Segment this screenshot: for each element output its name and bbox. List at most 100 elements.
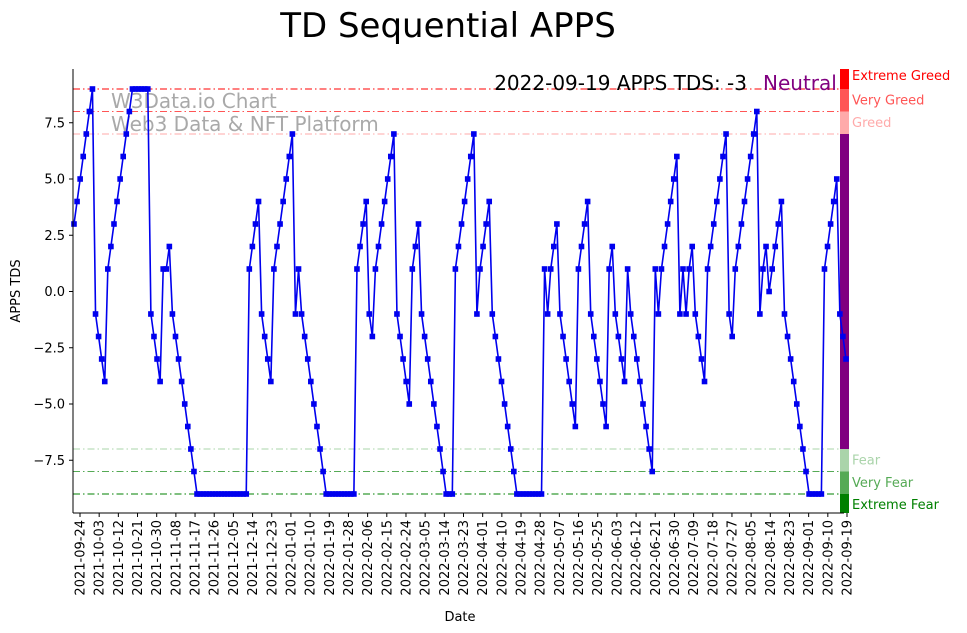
- data-point: [504, 423, 511, 430]
- data-point: [698, 356, 705, 362]
- data-point: [268, 378, 274, 385]
- x-tick-label: 2021-10-21: [131, 520, 146, 596]
- data-point: [809, 491, 815, 497]
- data-point: [523, 491, 529, 497]
- data-point: [311, 401, 317, 407]
- series-layer: [71, 86, 849, 497]
- data-point: [317, 446, 323, 452]
- x-tick-label: 2022-04-01: [476, 520, 491, 596]
- x-tick-label: 2022-06-21: [649, 520, 664, 596]
- data-point: [612, 311, 619, 317]
- data-point: [624, 266, 631, 272]
- data-point: [812, 491, 819, 497]
- data-point: [357, 243, 363, 250]
- data-point: [461, 198, 468, 205]
- data-point: [707, 243, 714, 250]
- data-point: [646, 446, 652, 452]
- data-point: [680, 266, 686, 272]
- data-point: [372, 266, 379, 272]
- data-point: [815, 491, 822, 497]
- data-point: [692, 311, 699, 317]
- x-tick-label: 2022-06-12: [630, 520, 645, 596]
- data-point: [418, 311, 425, 317]
- data-point: [212, 491, 219, 497]
- data-point: [255, 198, 262, 205]
- data-point: [686, 266, 692, 272]
- data-point: [271, 266, 277, 272]
- data-point: [218, 491, 225, 497]
- data-point: [664, 221, 671, 227]
- data-point: [92, 311, 99, 317]
- data-point: [449, 491, 456, 497]
- data-point: [292, 311, 299, 317]
- data-point: [397, 333, 403, 340]
- data-point: [117, 176, 123, 182]
- data-point: [274, 243, 280, 250]
- data-point: [228, 491, 234, 497]
- data-point: [720, 153, 726, 160]
- band-extreme-greed: [840, 69, 849, 89]
- data-point: [286, 153, 293, 160]
- data-point: [403, 378, 409, 385]
- data-point: [277, 221, 283, 227]
- data-point: [197, 491, 203, 497]
- x-tick-label: 2021-12-14: [246, 520, 261, 596]
- data-point: [600, 401, 606, 407]
- data-point: [234, 491, 240, 497]
- x-tick-label: 2022-06-03: [610, 520, 625, 596]
- data-point: [566, 378, 572, 385]
- data-point: [409, 266, 416, 272]
- data-point: [326, 491, 333, 497]
- x-tick-label: 2022-05-16: [572, 520, 587, 596]
- data-point: [446, 491, 453, 497]
- data-point: [148, 311, 154, 317]
- data-point: [572, 423, 579, 430]
- watermark-line-2: Web3 Data & NFT Platform: [111, 112, 379, 136]
- data-point: [563, 356, 569, 362]
- data-point: [640, 401, 646, 407]
- y-axis-ticks: 7.5 5.0 2.5 0.0 −2.5 −5.0 −7.5: [33, 116, 73, 469]
- data-point: [477, 266, 483, 272]
- data-point: [603, 423, 609, 430]
- data-point: [154, 356, 160, 362]
- data-point: [415, 221, 422, 227]
- data-point: [160, 266, 166, 272]
- band-neutral: [840, 134, 849, 449]
- data-point: [406, 401, 413, 407]
- data-point: [714, 198, 720, 205]
- data-point: [71, 221, 77, 227]
- data-point: [178, 378, 185, 385]
- data-point: [194, 491, 200, 497]
- data-point: [295, 266, 302, 272]
- data-point: [584, 198, 591, 205]
- level-label-greed: Greed: [852, 116, 891, 131]
- chart-title: TD Sequential APPS: [279, 6, 616, 46]
- x-tick-label: 2022-01-19: [323, 520, 338, 596]
- data-point: [221, 491, 228, 497]
- data-point: [249, 243, 256, 250]
- x-axis-ticks: 2021-09-24 2021-10-03 2021-10-12 2021-10-21…: [74, 513, 856, 596]
- data-point: [643, 423, 649, 430]
- data-point: [467, 153, 474, 160]
- x-tick-label: 2022-01-10: [304, 520, 319, 596]
- y-tick-label: 7.5: [44, 116, 65, 131]
- x-tick-label: 2022-03-05: [419, 520, 434, 596]
- data-point: [387, 153, 394, 160]
- data-point: [781, 311, 788, 317]
- band-very-fear: [840, 471, 849, 494]
- x-tick-label: 2022-08-05: [745, 520, 760, 596]
- data-point: [843, 356, 849, 362]
- level-label-extreme-greed: Extreme Greed: [852, 69, 950, 84]
- data-point: [354, 266, 360, 272]
- data-point: [732, 266, 739, 272]
- data-point: [701, 378, 708, 385]
- data-point: [547, 266, 554, 272]
- data-point: [544, 311, 551, 317]
- data-point: [86, 108, 93, 115]
- x-tick-label: 2022-01-28: [342, 520, 357, 596]
- data-point: [609, 243, 616, 250]
- x-tick-label: 2022-05-25: [591, 520, 606, 596]
- data-point: [766, 288, 772, 295]
- data-point: [348, 491, 354, 497]
- watermark-line-1: W3Data.io Chart: [111, 89, 277, 113]
